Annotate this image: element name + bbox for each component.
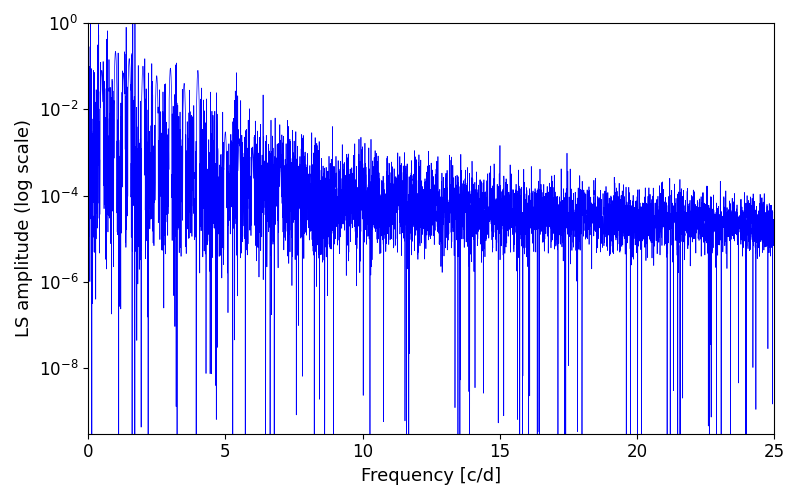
Y-axis label: LS amplitude (log scale): LS amplitude (log scale) xyxy=(15,120,33,338)
X-axis label: Frequency [c/d]: Frequency [c/d] xyxy=(361,467,502,485)
